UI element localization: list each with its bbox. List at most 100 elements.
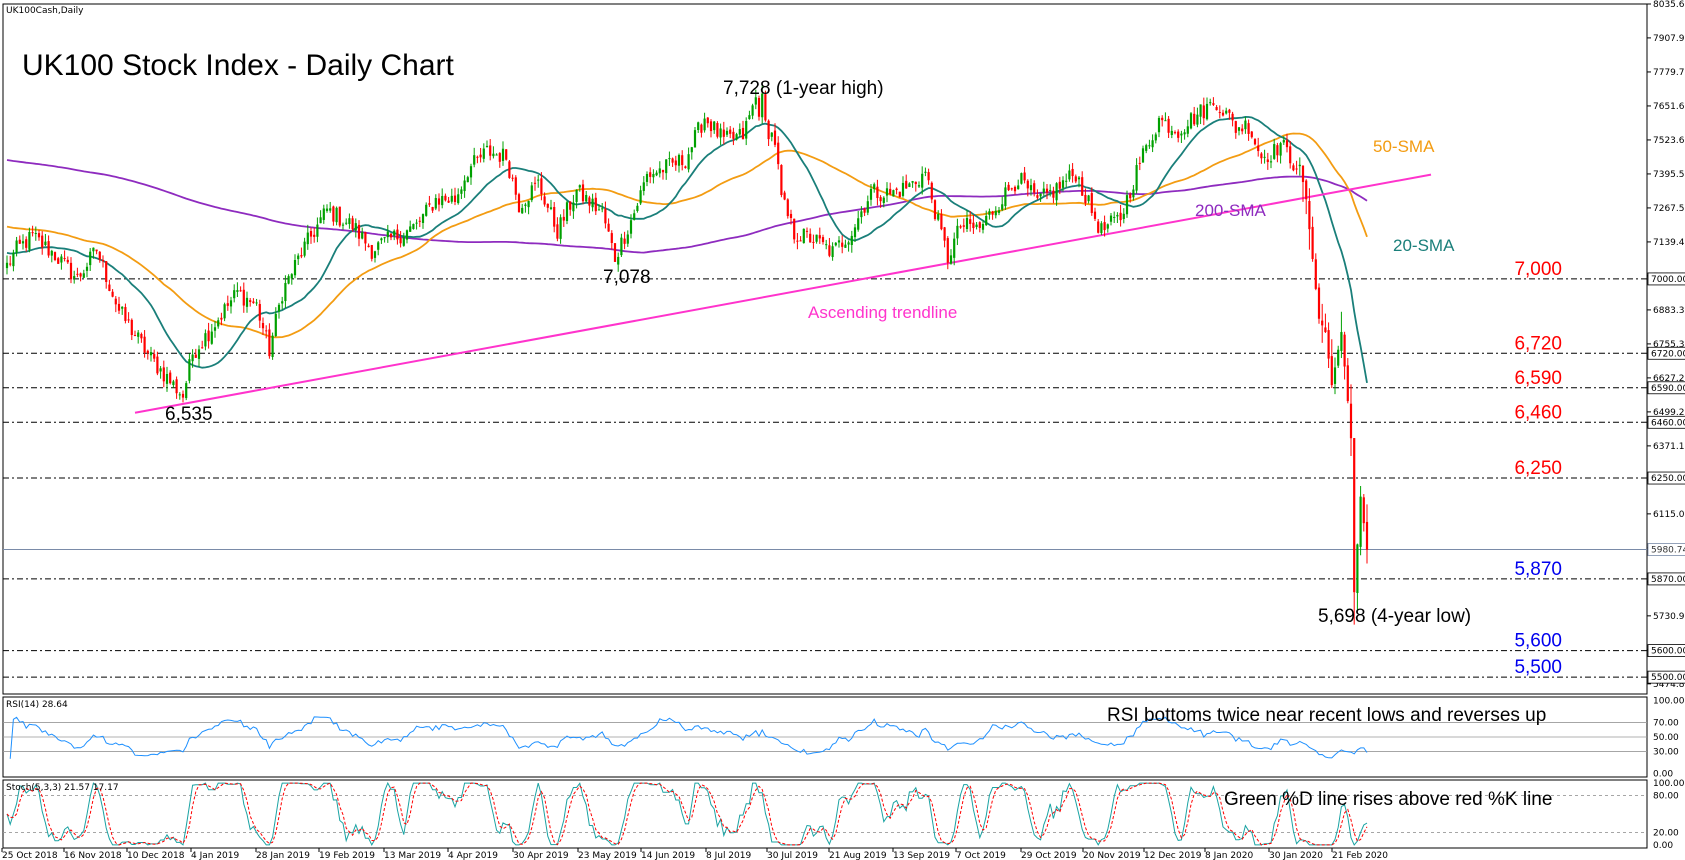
candle-body-167 (540, 178, 543, 195)
candle-body-139 (450, 195, 453, 202)
candle-body-413 (1327, 330, 1330, 359)
candle-body-187 (604, 208, 607, 224)
candle-body-73 (239, 290, 242, 292)
candle-body-339 (1090, 193, 1093, 214)
candle-body-95 (309, 230, 313, 237)
level-label-4: 6,250 (1514, 458, 1562, 479)
candle-body-304 (978, 222, 981, 228)
candle-body-122 (396, 229, 399, 240)
candle-body-356 (1145, 145, 1148, 151)
candle-body-306 (985, 215, 988, 226)
candle-body-331 (1065, 180, 1068, 182)
candle-body-101 (329, 208, 332, 211)
candle-body-192 (620, 237, 623, 256)
candle-body-183 (591, 198, 594, 208)
sma20-line (6, 115, 1368, 384)
candle-body-174 (562, 216, 565, 221)
time-axis: 25 Oct 2018 16 Nov 2018 10 Dec 2018 4 Jan 2… (1, 848, 1388, 860)
candle-body-99 (322, 208, 325, 220)
candle-body-89 (290, 274, 293, 279)
candle-body-234 (754, 97, 757, 105)
candle-body-109 (354, 223, 357, 231)
candle-body-145 (469, 166, 473, 178)
candle-body-191 (617, 256, 620, 265)
candle-body-77 (252, 301, 255, 304)
candle-body-345 (1109, 215, 1113, 222)
stoch-tick-3: 0.00 (1653, 841, 1673, 851)
candle-body-217 (700, 124, 703, 133)
chart-title: UK100 Stock Index - Daily Chart (22, 49, 455, 82)
level-label-1: 6,720 (1514, 333, 1562, 354)
candle-body-359 (1154, 134, 1157, 141)
candle-body-333 (1071, 168, 1074, 177)
candle-body-385 (1237, 127, 1241, 131)
candle-body-27 (92, 247, 95, 252)
candle-body-157 (508, 161, 511, 178)
candle-body-53 (175, 379, 178, 394)
candle-body-409 (1314, 259, 1317, 289)
candle-body-316 (1017, 185, 1020, 190)
candle-body-110 (357, 224, 361, 239)
candle-body-284 (914, 181, 917, 185)
y-tick-label-3: 7651.65 (1653, 102, 1685, 112)
candle-body-398 (1279, 143, 1282, 156)
candle-body-43 (143, 336, 146, 353)
candle-body-323 (1039, 193, 1042, 197)
candle-body-92 (300, 255, 303, 257)
candle-body-51 (169, 372, 172, 384)
level-box-3 (1647, 415, 1685, 429)
candle-body-394 (1266, 159, 1269, 163)
x-tick-label-2: 10 Dec 2018 (127, 851, 185, 860)
candle-body-321 (1033, 183, 1036, 193)
candle-body-6 (25, 239, 28, 248)
candle-body-42 (140, 333, 143, 339)
candle-body-208 (671, 158, 674, 163)
candle-body-66 (217, 320, 220, 327)
candle-body-180 (581, 184, 585, 202)
candle-body-204 (658, 168, 661, 174)
candle-body-405 (1301, 165, 1305, 183)
candle-body-367 (1180, 133, 1183, 136)
candle-body-377 (1212, 103, 1215, 105)
candle-body-130 (421, 214, 425, 223)
y-tick-label-11: 6627.25 (1653, 374, 1685, 384)
candle-body-218 (703, 118, 706, 131)
candle-body-115 (373, 251, 377, 258)
candle-body-104 (338, 206, 341, 226)
candle-body-419 (1346, 365, 1349, 402)
level-box-1 (1647, 346, 1685, 360)
candle-body-197 (636, 205, 639, 212)
level-box-0 (1647, 272, 1685, 286)
ascending-trendline (134, 173, 1432, 414)
candle-body-37 (124, 307, 127, 321)
candle-body-297 (956, 225, 959, 239)
candle-body-319 (1026, 180, 1029, 189)
candle-body-29 (98, 251, 101, 260)
candle-body-417 (1340, 332, 1343, 351)
candle-body-23 (79, 273, 82, 277)
stoch-header: Stoch(5,3,3) 21.57 17.17 (6, 783, 119, 793)
candle-body-334 (1074, 176, 1077, 182)
trendline-label: Ascending trendline (808, 303, 957, 322)
candle-body-404 (1298, 164, 1301, 167)
candle-body-374 (1202, 105, 1205, 119)
candle-body-17 (60, 256, 63, 263)
level-box-2 (1647, 381, 1685, 395)
candle-body-280 (901, 182, 905, 196)
candle-body-401 (1289, 146, 1292, 164)
x-tick-label-21: 21 Feb 2020 (1332, 851, 1388, 860)
candle-body-277 (892, 190, 895, 197)
candle-body-128 (415, 222, 418, 224)
candle-body-209 (674, 160, 677, 166)
x-tick-label-16: 29 Oct 2019 (1021, 851, 1077, 860)
sma200-line (6, 159, 1368, 254)
candle-body-154 (498, 153, 501, 162)
candle-body-16 (57, 258, 60, 264)
y-tick-label-10: 6755.30 (1653, 340, 1685, 350)
candle-body-341 (1097, 221, 1100, 233)
candle-body-133 (431, 207, 434, 211)
candle-body-358 (1151, 140, 1154, 148)
candle-body-178 (575, 189, 578, 202)
candle-body-87 (284, 282, 287, 302)
